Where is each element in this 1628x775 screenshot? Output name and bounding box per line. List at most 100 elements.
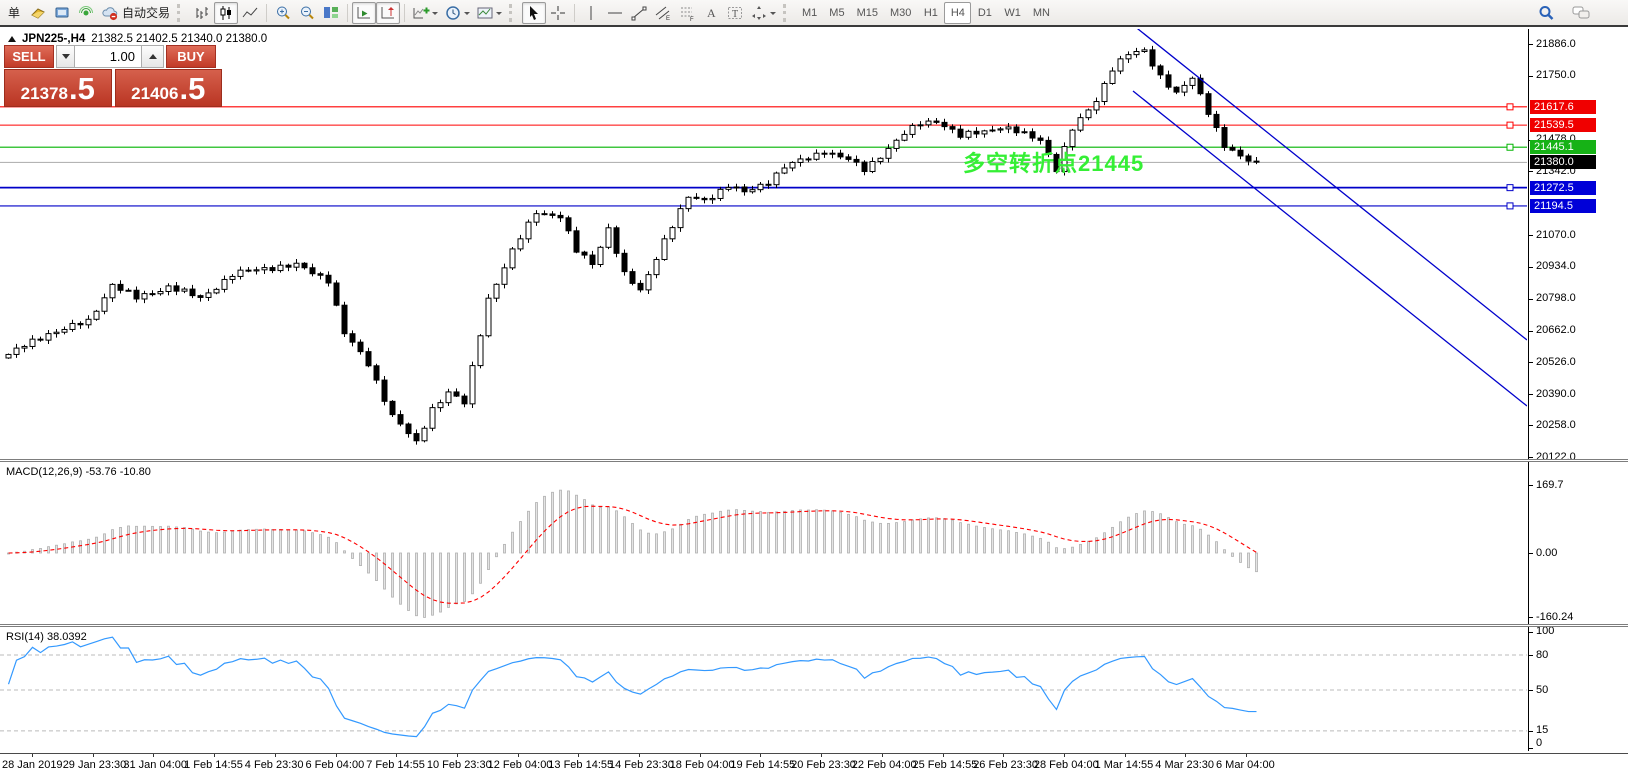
rsi-tick-label: 100 bbox=[1536, 627, 1555, 638]
time-tick bbox=[456, 754, 458, 757]
macd-panel[interactable]: MACD(12,26,9) -53.76 -10.80 169.7 0.00 -16… bbox=[0, 462, 1628, 624]
vertical-line-icon[interactable] bbox=[579, 2, 603, 24]
price-tick bbox=[1529, 76, 1533, 77]
sell-price-button[interactable]: 21378 .5 bbox=[4, 69, 112, 107]
arrows-dropdown-icon[interactable] bbox=[770, 11, 777, 18]
price-tick bbox=[1529, 299, 1533, 300]
time-tick bbox=[699, 754, 701, 757]
price-tick-label: 21750.0 bbox=[1536, 69, 1576, 82]
timeframe-button-MN[interactable]: MN bbox=[1032, 6, 1050, 19]
search-icon[interactable] bbox=[1534, 2, 1558, 24]
buy-price-main: 21406 bbox=[131, 84, 179, 103]
buy-price-button[interactable]: 21406 .5 bbox=[114, 69, 222, 107]
time-tick-label: 18 Feb 04:00 bbox=[669, 759, 735, 771]
autotrading-button[interactable]: 自动交易 bbox=[98, 2, 173, 24]
price-tick bbox=[1529, 394, 1533, 395]
price-tick bbox=[1529, 331, 1533, 332]
time-tick-label: 28 Feb 04:00 bbox=[1033, 759, 1099, 771]
price-chart-canvas[interactable] bbox=[0, 29, 1527, 459]
buy-price-fraction: .5 bbox=[179, 71, 206, 107]
indicators-dropdown-icon[interactable] bbox=[432, 11, 439, 18]
text-icon[interactable]: A bbox=[699, 2, 723, 24]
buy-button[interactable]: BUY bbox=[166, 45, 216, 68]
macd-tick-label: 0.00 bbox=[1536, 546, 1558, 559]
market-watch-icon[interactable] bbox=[26, 2, 50, 24]
text-label-icon[interactable]: T bbox=[723, 2, 747, 24]
main-chart-panel[interactable]: JPN225-,H4 21382.5 21402.5 21340.0 21380… bbox=[0, 29, 1628, 459]
time-tick-label: 1 Mar 14:55 bbox=[1094, 759, 1154, 771]
chart-shift-icon[interactable] bbox=[376, 1, 401, 24]
level-price-badge: 21539.5 bbox=[1530, 118, 1596, 133]
collapse-icon[interactable] bbox=[8, 36, 16, 42]
rsi-tick bbox=[1529, 632, 1533, 633]
navigator-icon[interactable] bbox=[50, 2, 74, 24]
templates-dropdown-icon[interactable] bbox=[496, 11, 503, 18]
panel-separator[interactable] bbox=[0, 459, 1628, 462]
tile-windows-icon[interactable] bbox=[319, 2, 343, 24]
panel-separator[interactable] bbox=[0, 624, 1628, 627]
zoom-out-icon[interactable] bbox=[295, 2, 319, 24]
new-order-button[interactable]: 单 bbox=[7, 6, 20, 20]
candlestick-chart-icon[interactable] bbox=[214, 1, 239, 24]
time-tick-label: 29 Jan 23:30 bbox=[62, 759, 127, 771]
auto-scroll-icon[interactable] bbox=[352, 1, 377, 24]
toolbar-separator bbox=[266, 3, 268, 22]
volume-input[interactable]: 1.00 bbox=[75, 45, 141, 68]
rsi-axis[interactable]: 100 80 50 15 0 bbox=[1528, 627, 1628, 751]
price-tick-label: 20390.0 bbox=[1536, 387, 1576, 400]
time-tick-label: 4 Feb 23:30 bbox=[244, 759, 304, 771]
macd-tick bbox=[1529, 485, 1533, 486]
zoom-in-icon[interactable] bbox=[271, 2, 295, 24]
horizontal-line-icon[interactable] bbox=[603, 2, 627, 24]
chart-annotation[interactable]: 多空转折点21445 bbox=[963, 151, 1145, 176]
volume-decrease-button[interactable] bbox=[56, 45, 75, 68]
ohlc-values: 21382.5 21402.5 21340.0 21380.0 bbox=[91, 33, 268, 45]
time-tick bbox=[396, 754, 398, 757]
rsi-panel[interactable]: RSI(14) 38.0392 100 80 50 15 0 bbox=[0, 627, 1628, 751]
sell-price-fraction: .5 bbox=[68, 71, 95, 107]
fibonacci-icon[interactable]: F bbox=[675, 2, 699, 24]
time-tick-label: 10 Feb 23:30 bbox=[426, 759, 492, 771]
timeframe-button-H1[interactable]: H1 bbox=[923, 6, 938, 19]
trendline-icon[interactable] bbox=[627, 2, 651, 24]
volume-increase-button[interactable] bbox=[141, 45, 164, 68]
time-tick bbox=[760, 754, 762, 757]
bar-chart-icon[interactable] bbox=[190, 2, 214, 24]
rsi-canvas[interactable] bbox=[0, 627, 1527, 751]
signals-icon[interactable] bbox=[74, 2, 98, 24]
equidistant-channel-icon[interactable]: E bbox=[651, 2, 675, 24]
time-tick-label: 6 Feb 04:00 bbox=[305, 759, 365, 771]
time-tick bbox=[1246, 754, 1247, 757]
timeframe-button-D1[interactable]: D1 bbox=[977, 6, 992, 19]
arrows-icon[interactable] bbox=[747, 2, 779, 24]
sell-button[interactable]: SELL bbox=[4, 45, 54, 68]
timeframe-button-H4[interactable]: H4 bbox=[944, 1, 972, 24]
macd-canvas[interactable] bbox=[0, 462, 1527, 624]
macd-tick bbox=[1529, 617, 1533, 618]
triangle-up-icon bbox=[148, 50, 157, 59]
time-tick bbox=[214, 754, 216, 757]
cursor-icon[interactable] bbox=[522, 1, 547, 24]
templates-icon[interactable] bbox=[473, 2, 505, 24]
timeframe-button-M30[interactable]: M30 bbox=[889, 6, 912, 19]
indicators-icon[interactable] bbox=[409, 2, 441, 24]
price-axis[interactable]: 21886.0 21750.0 21478.0 21342.0 21070.0 20934… bbox=[1528, 29, 1628, 459]
line-chart-icon[interactable] bbox=[238, 2, 262, 24]
time-tick-label: 25 Feb 14:55 bbox=[912, 759, 978, 771]
timeframe-button-W1[interactable]: W1 bbox=[1004, 6, 1021, 19]
svg-text:T: T bbox=[732, 9, 738, 20]
time-axis[interactable]: 28 Jan 2019 29 Jan 23:30 31 Jan 04:00 1 Feb… bbox=[0, 753, 1628, 775]
crosshair-icon[interactable] bbox=[546, 2, 570, 24]
toolbar-drag-handle bbox=[509, 3, 518, 22]
timeframe-button-M15[interactable]: M15 bbox=[856, 6, 878, 19]
chat-icon[interactable] bbox=[1568, 2, 1594, 24]
periods-dropdown-icon[interactable] bbox=[464, 11, 471, 18]
timeframe-button-M1[interactable]: M1 bbox=[802, 6, 818, 19]
timeframe-button-M5[interactable]: M5 bbox=[829, 6, 845, 19]
time-tick-label: 19 Feb 14:55 bbox=[730, 759, 796, 771]
macd-axis[interactable]: 169.7 0.00 -160.24 bbox=[1528, 462, 1628, 624]
periods-icon[interactable] bbox=[441, 2, 473, 24]
top-toolbar: 单 自动交易 bbox=[0, 0, 1628, 27]
price-tick-label: 20122.0 bbox=[1536, 450, 1576, 460]
one-click-trading-panel: SELL 1.00 BUY 21378 .5 21406 .5 bbox=[4, 45, 222, 107]
